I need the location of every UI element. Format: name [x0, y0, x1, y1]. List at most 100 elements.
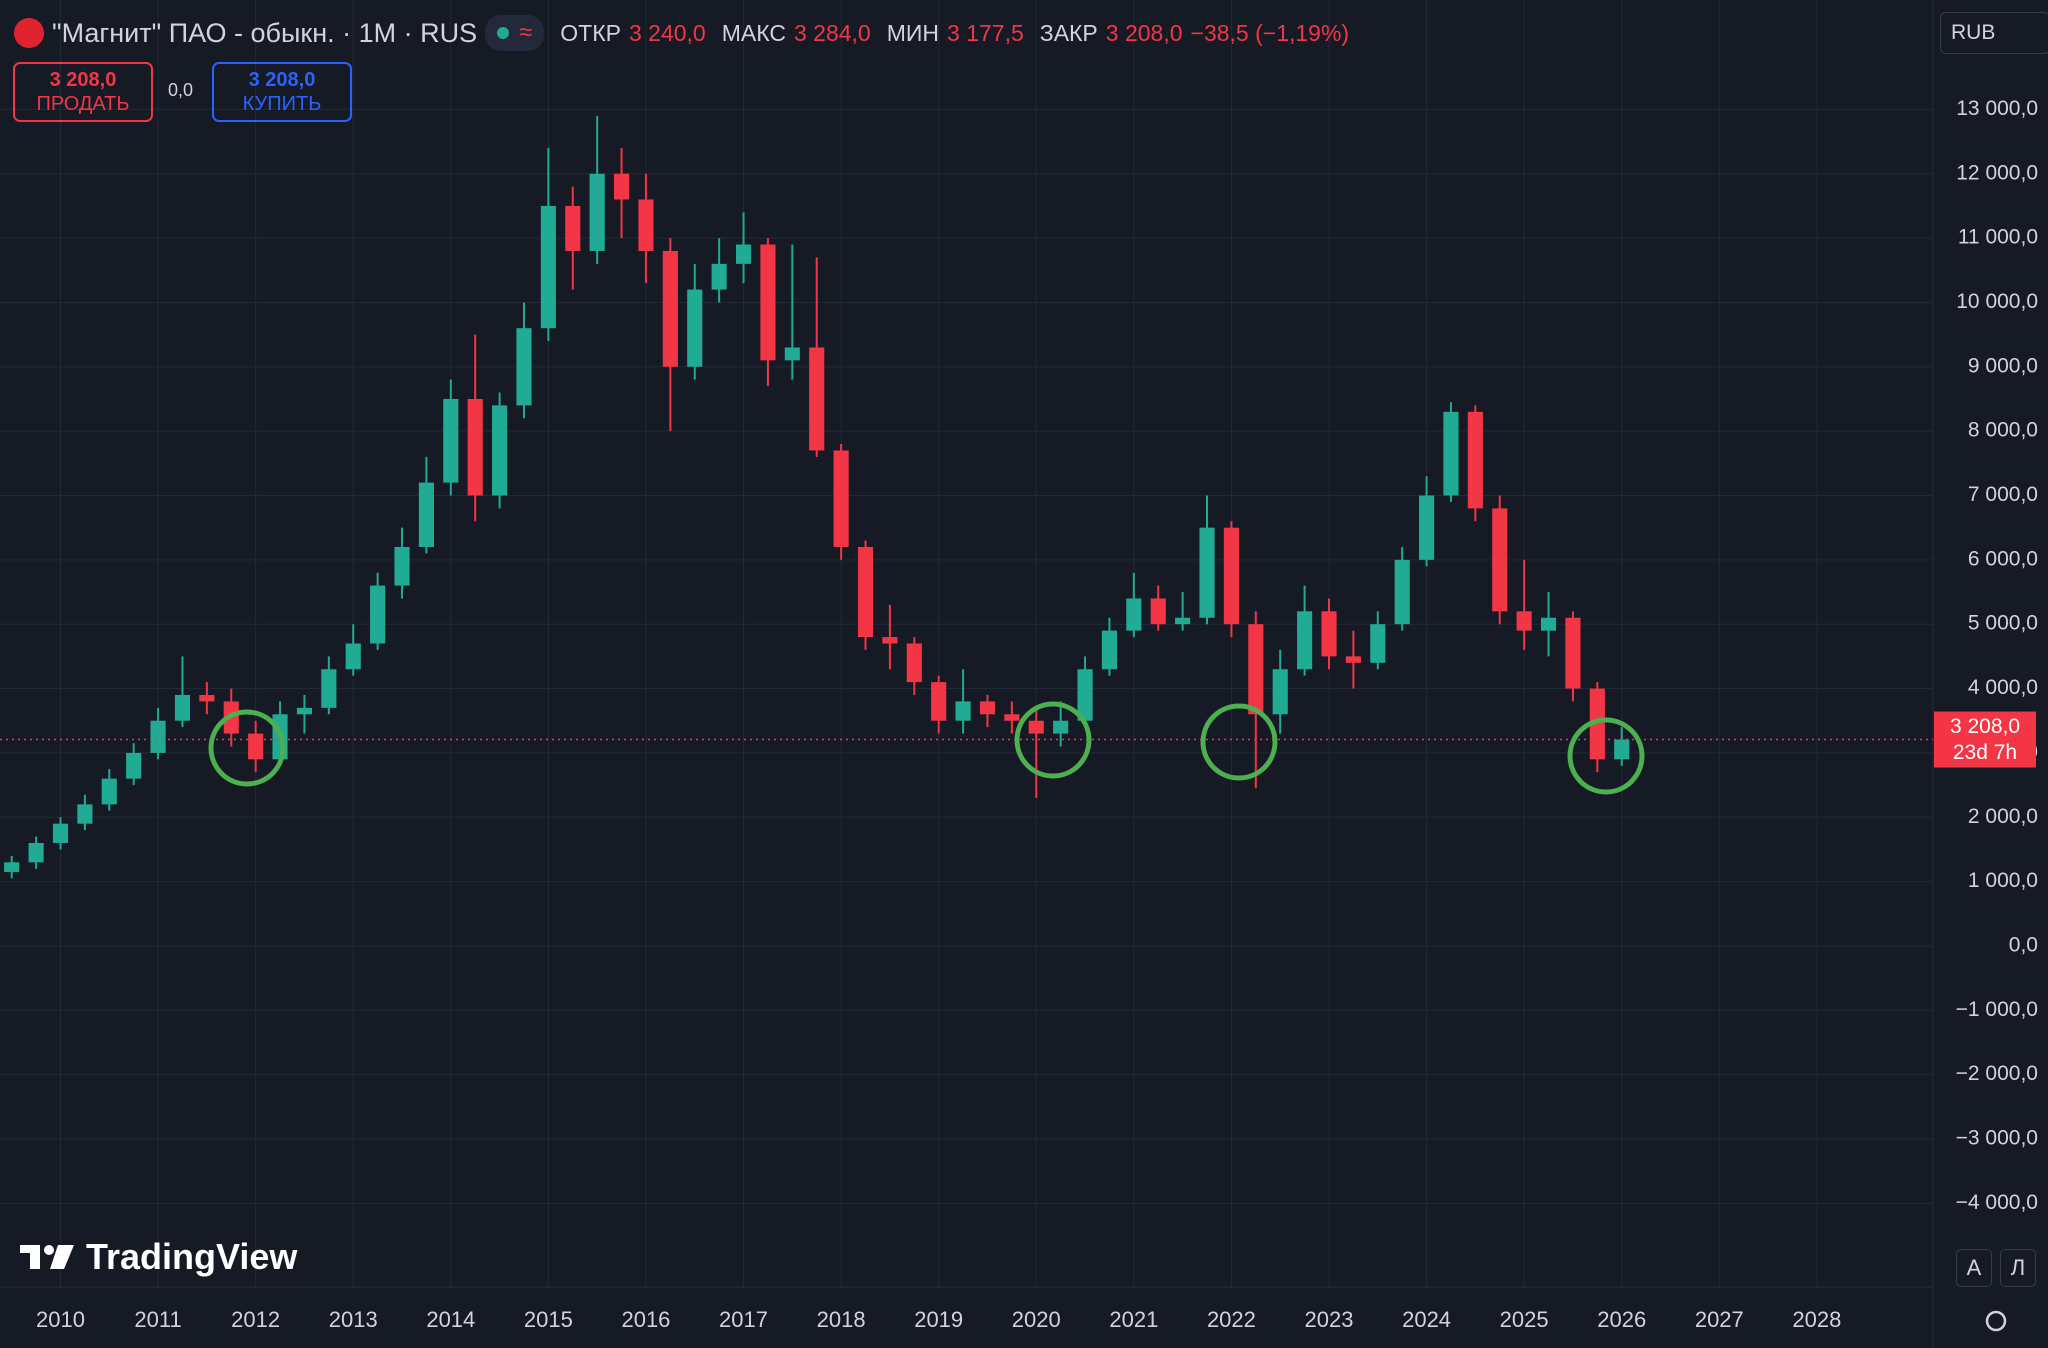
high-value: 3 284,0 [793, 19, 871, 46]
x-tick-label: 2020 [1012, 1307, 1061, 1332]
candle-body [394, 546, 410, 586]
low-value: 3 177,5 [947, 19, 1024, 46]
buy-label: КУПИТЬ [242, 93, 322, 115]
candle-body [833, 450, 849, 547]
candle-body [370, 585, 386, 644]
x-tick-label: 2014 [426, 1307, 475, 1332]
candle-body [1443, 411, 1459, 496]
x-tick-label: 2019 [914, 1307, 963, 1332]
brand: TradingView [20, 1236, 297, 1278]
sell-label: ПРОДАТЬ [36, 93, 130, 115]
candle-body [687, 289, 703, 367]
y-tick-label: 5 000,0 [1968, 612, 2038, 635]
highlight-circle [208, 709, 286, 787]
candle-body [1321, 611, 1337, 657]
buy-button[interactable]: 3 208,0 КУПИТЬ [212, 62, 352, 122]
candle-body [418, 482, 434, 547]
y-tick-label: 1 000,0 [1968, 869, 2038, 892]
candle-body [784, 347, 800, 361]
candle-body [77, 804, 93, 824]
symbol-header: "Магнит" ПАО - обыкн. · 1M · RUS ≈ ОТКР 3… [14, 14, 1349, 52]
candle-body [614, 173, 630, 200]
y-tick-label: 13 000,0 [1956, 97, 2038, 120]
change-value: −38,5 (−1,19%) [1190, 19, 1350, 46]
open-value: 3 240,0 [628, 19, 706, 46]
candle-body [540, 205, 556, 329]
candle-body [1614, 739, 1630, 760]
candle-body [711, 263, 727, 290]
candle-body [662, 250, 678, 367]
low-label: МИН [886, 19, 940, 46]
buy-price: 3 208,0 [248, 69, 316, 91]
y-tick-label: 6 000,0 [1968, 547, 2038, 570]
currency-select[interactable]: RUB [1940, 12, 2048, 54]
candle-body [52, 823, 69, 843]
x-tick-label: 2013 [329, 1307, 378, 1332]
candle-body [1126, 598, 1142, 631]
price-tag-value: 3 208,0 [1950, 715, 2020, 738]
data-status: ≈ [519, 19, 533, 46]
y-tick-label: −2 000,0 [1956, 1062, 2038, 1085]
sell-price: 3 208,0 [49, 69, 117, 91]
symbol-title[interactable]: "Магнит" ПАО - обыкн. · 1M · RUS [52, 17, 478, 48]
brand-logo [20, 1245, 74, 1269]
candle-body [1565, 617, 1581, 689]
brand-name: TradingView [86, 1236, 298, 1277]
candle-body [1370, 624, 1386, 663]
x-tick-label: 2011 [134, 1307, 181, 1332]
x-tick-label: 2017 [719, 1307, 768, 1332]
candle-body [345, 643, 361, 670]
x-tick-label: 2026 [1597, 1307, 1646, 1332]
candle-body [882, 637, 898, 644]
candle-body [1297, 611, 1313, 670]
open-label: ОТКР [560, 19, 621, 46]
status-indicator: ≈ [485, 15, 545, 51]
candle-body [443, 398, 459, 483]
y-tick-label: −4 000,0 [1956, 1191, 2038, 1214]
candle-body [1394, 559, 1410, 625]
candle-body [638, 199, 654, 251]
x-tick-label: 2024 [1402, 1307, 1451, 1332]
candle-body [1053, 720, 1069, 734]
candle-body [1028, 720, 1044, 734]
candle-body [979, 701, 996, 715]
y-tick-label: −1 000,0 [1956, 998, 2038, 1021]
price-tag-countdown: 23d 7h [1953, 741, 2017, 764]
x-tick-label: 2022 [1207, 1307, 1256, 1332]
candle-body [1272, 669, 1288, 715]
x-tick-label: 2010 [36, 1307, 85, 1332]
candle-body [174, 694, 191, 721]
candle-body [1150, 598, 1166, 625]
settings-icon[interactable] [1985, 1310, 2007, 1332]
candle-body [1077, 669, 1093, 721]
highlight-circle [1200, 703, 1278, 781]
sell-button[interactable]: 3 208,0 ПРОДАТЬ [13, 62, 153, 122]
candle-body [467, 398, 483, 496]
highlight-circle [1014, 701, 1092, 779]
candle-body [1467, 411, 1483, 509]
candle-body [296, 707, 313, 715]
candle-body [28, 842, 44, 863]
candle-body [809, 347, 825, 451]
candle-body [1101, 630, 1118, 670]
auto-scale-button[interactable]: A [1956, 1249, 1992, 1287]
candle-body [857, 546, 874, 638]
x-tick-label: 2025 [1500, 1307, 1549, 1332]
x-tick-label: 2023 [1305, 1307, 1354, 1332]
candle-body [101, 778, 117, 805]
log-scale-button[interactable]: Л [2000, 1249, 2036, 1287]
high-label: МАКС [721, 19, 786, 46]
candle-body [516, 328, 532, 406]
candle-body [4, 862, 20, 872]
candle-body [150, 720, 166, 753]
highlight-circle [1567, 717, 1645, 795]
x-tick-label: 2027 [1695, 1307, 1744, 1332]
candle-body [1175, 617, 1191, 625]
x-tick-label: 2012 [231, 1307, 280, 1332]
spread: 0,0 [168, 80, 194, 100]
y-tick-label: 9 000,0 [1968, 354, 2038, 377]
candle-body [1492, 508, 1508, 612]
candle-body [1199, 527, 1215, 618]
